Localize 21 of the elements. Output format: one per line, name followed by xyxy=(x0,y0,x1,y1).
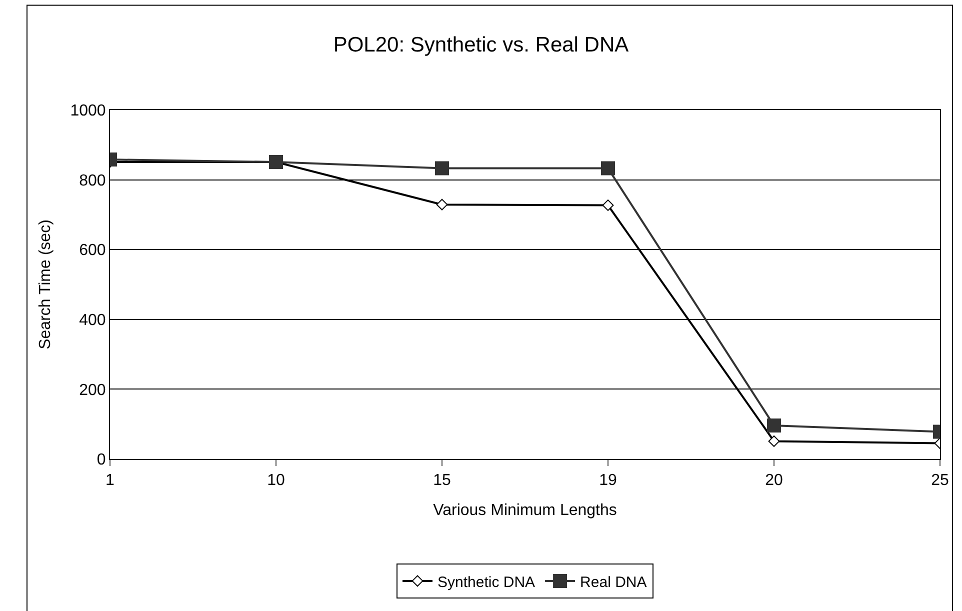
y-tick-label: 800 xyxy=(79,172,106,190)
point xyxy=(435,161,449,176)
x-tick-label: 19 xyxy=(599,472,617,490)
y-tick-label: 200 xyxy=(79,382,106,399)
y-tick-label: 0 xyxy=(96,452,106,469)
point xyxy=(436,198,448,210)
x-tick-label: 25 xyxy=(931,472,949,490)
x-tick-label: 20 xyxy=(765,472,783,490)
x-axis-title: Various Minimum Lengths xyxy=(433,502,617,519)
point xyxy=(602,200,614,211)
legend-label: Synthetic DNA xyxy=(438,574,536,591)
x-tick-label: 15 xyxy=(433,472,451,490)
chart-title: POL20: Synthetic vs. Real DNA xyxy=(333,33,629,56)
x-tick-label: 1 xyxy=(106,472,115,490)
point xyxy=(601,161,615,176)
y-tick-label: 400 xyxy=(79,312,106,329)
y-tick-label: 600 xyxy=(79,242,106,260)
y-tick-label: 1000 xyxy=(70,102,106,120)
x-tick-label: 10 xyxy=(267,472,285,490)
legend-label: Real DNA xyxy=(580,574,647,591)
y-axis-title: Search Time (sec) xyxy=(37,220,54,350)
